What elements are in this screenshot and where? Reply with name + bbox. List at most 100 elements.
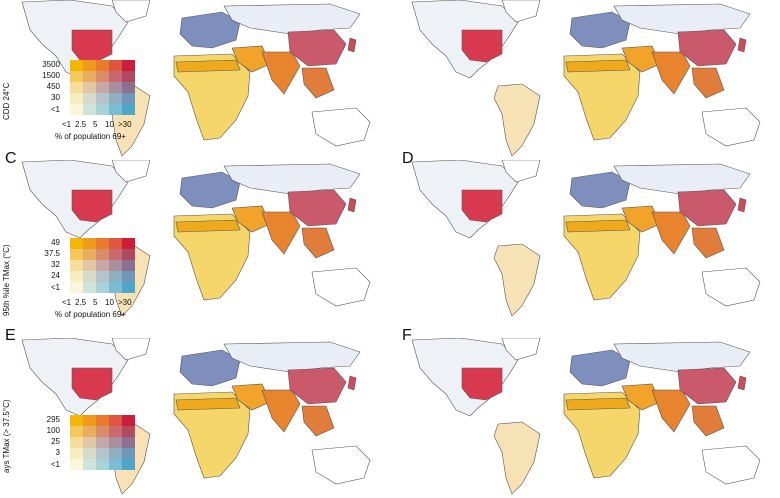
legend-ylabel: CDD 24°C [2, 82, 11, 120]
legend-cell [96, 448, 109, 459]
china-region [287, 189, 347, 227]
legend: 49 37.5 32 24 <1 95th %ile TMax (°C) <1 … [2, 238, 135, 328]
panel-label: E [5, 327, 16, 344]
russia-asia-region [223, 3, 361, 35]
legend-cell [109, 271, 122, 282]
legend-cell [109, 426, 122, 437]
europe-region [179, 11, 241, 49]
japan-region [737, 375, 747, 391]
panel-c: C 49 37.5 32 24 <1 95th %ile TMax (°C) <… [0, 150, 390, 319]
legend-grid [70, 238, 135, 293]
russia-asia-region [613, 341, 751, 373]
legend-cell [96, 426, 109, 437]
legend-cell [70, 448, 83, 459]
greenland-region [501, 0, 541, 23]
legend-xtick: 10 [105, 298, 114, 307]
legend-cell [109, 282, 122, 293]
panel-a: 3500 1500 450 30 <1 CDD 24°C <1 2.5 5 10… [0, 0, 390, 157]
russia-asia-region [613, 3, 751, 35]
se-asia-region [691, 67, 725, 99]
legend-xtick: 5 [93, 298, 98, 307]
australia-region [311, 445, 371, 485]
legend-cell [122, 271, 135, 282]
legend-cell [70, 426, 83, 437]
legend-xtick: >30 [118, 120, 132, 129]
legend-ytick: 49 [51, 238, 60, 247]
south-america-region [493, 83, 541, 157]
legend-cell [83, 459, 96, 470]
legend-cell [122, 415, 135, 426]
legend-cell [96, 282, 109, 293]
legend-cell [96, 271, 109, 282]
japan-region [737, 197, 747, 213]
panel-b [390, 0, 780, 157]
legend-ytick: 37.5 [44, 249, 60, 258]
legend-ytick: 100 [46, 426, 60, 435]
legend-cell [83, 426, 96, 437]
panel-label: D [402, 150, 414, 167]
se-asia-region [301, 227, 335, 259]
india-region [651, 51, 691, 95]
legend-ytick: 25 [51, 437, 60, 446]
legend-cell [122, 282, 135, 293]
greenland-region [111, 160, 151, 183]
usa-region-region [461, 367, 503, 401]
usa-region-region [461, 189, 503, 223]
legend-cell [109, 71, 122, 82]
panel-f: F [390, 320, 780, 495]
legend-cell [122, 238, 135, 249]
legend-cell [122, 104, 135, 115]
legend-cell [96, 249, 109, 260]
sahel-band-region [175, 219, 241, 233]
japan-region [737, 37, 747, 53]
sahel-band-region [175, 59, 241, 73]
sahel-band-region [565, 59, 631, 73]
world-map [411, 338, 761, 495]
panel-d: D [390, 150, 780, 317]
greenland-region [501, 338, 541, 361]
legend-cell [70, 260, 83, 271]
sahel-band-region [565, 397, 631, 411]
legend-ytick: 3 [55, 448, 60, 457]
legend-cell [109, 260, 122, 271]
se-asia-region [301, 67, 335, 99]
legend-cell [70, 459, 83, 470]
india-region [651, 389, 691, 433]
greenland-region [111, 0, 151, 23]
legend-cell [70, 71, 83, 82]
middle-east-region [621, 45, 661, 73]
legend-cell [96, 415, 109, 426]
legend-cell [122, 437, 135, 448]
legend-cell [83, 415, 96, 426]
legend-cell [70, 415, 83, 426]
legend-cell [83, 260, 96, 271]
legend-cell [83, 249, 96, 260]
legend-cell [109, 415, 122, 426]
middle-east-region [231, 205, 271, 233]
greenland-region [111, 338, 151, 361]
legend-xtitle: % of population 69+ [55, 310, 126, 319]
legend-grid [70, 415, 135, 470]
legend-ytick: <1 [50, 460, 60, 469]
sahel-band-region [565, 219, 631, 233]
usa-region-region [71, 29, 113, 63]
world-map [21, 0, 371, 157]
legend-cell [122, 249, 135, 260]
legend-cell [83, 82, 96, 93]
legend-cell [109, 104, 122, 115]
legend-cell [83, 282, 96, 293]
legend-xtick: <1 [62, 298, 72, 307]
legend: 3500 1500 450 30 <1 CDD 24°C <1 2.5 5 10… [2, 60, 135, 150]
legend-cell [70, 104, 83, 115]
legend-cell [96, 260, 109, 271]
legend-cell [83, 448, 96, 459]
legend-ytick: 295 [46, 415, 60, 424]
legend-cell [122, 448, 135, 459]
legend-cell [122, 71, 135, 82]
legend-cell [83, 437, 96, 448]
legend-ylabel: 95th %ile TMax (°C) [2, 244, 11, 316]
legend-cell [122, 60, 135, 71]
russia-asia-region [613, 163, 751, 195]
legend-grid [70, 60, 135, 115]
russia-asia-region [223, 163, 361, 195]
